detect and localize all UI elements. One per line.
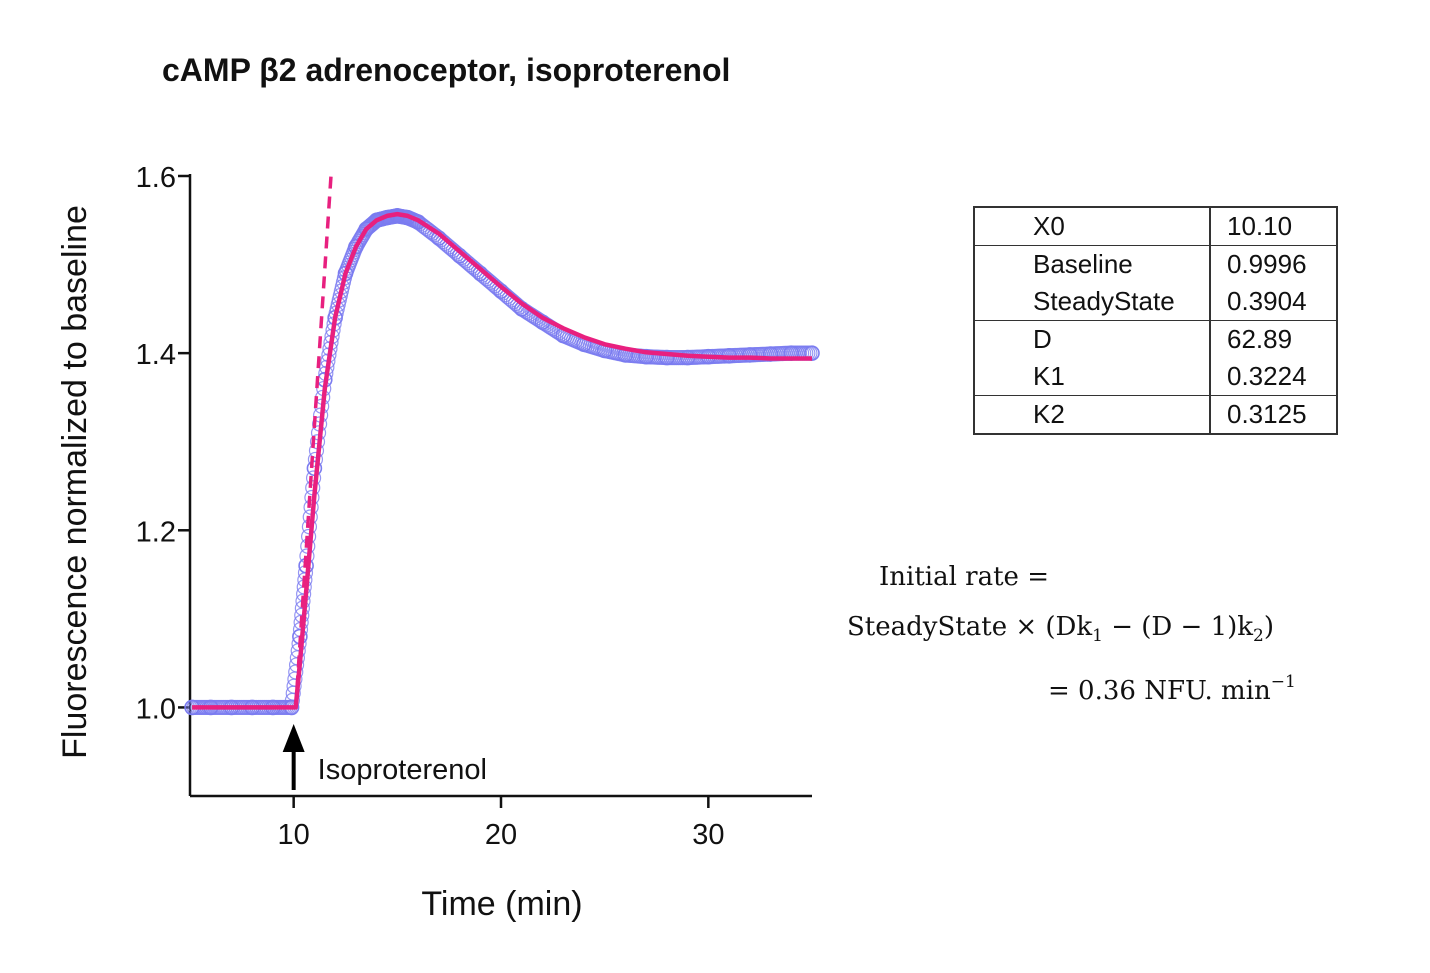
parameter-value: 0.9996 <box>1210 245 1337 283</box>
chart-title: cAMP β2 adrenoceptor, isoproterenol <box>162 52 731 88</box>
initial-rate-line <box>293 175 333 708</box>
equation-text: SteadyState × (Dk <box>847 612 1093 642</box>
x-tick-label: 10 <box>278 819 310 851</box>
parameter-value: 0.3224 <box>1227 361 1307 391</box>
parameter-row: X0 10.10 <box>974 207 1337 246</box>
y-axis-label: Fluorescence normalized to baseline <box>56 205 94 759</box>
parameter-name: Baseline <box>974 245 1211 283</box>
equation-text: = 0.36 NFU. min <box>1048 676 1271 706</box>
x-axis-label: Time (min) <box>421 885 582 923</box>
annotation-group: Isoproterenol <box>282 724 487 790</box>
parameter-value: 0.3125 <box>1210 395 1337 434</box>
equation-superscript: −1 <box>1270 672 1296 692</box>
parameter-row: K1 0.3224 <box>974 358 1337 396</box>
parameter-name: K1 <box>974 358 1211 396</box>
parameter-name: SteadyState <box>974 283 1211 321</box>
equation-text: − (D − 1)k <box>1102 612 1254 642</box>
x-tick-label: 20 <box>485 819 517 851</box>
parameter-row: SteadyState 0.3904 <box>974 283 1337 321</box>
equation-line-2: SteadyState × (Dk1 − (D − 1)k2) <box>847 612 1274 646</box>
parameter-name: X0 <box>974 207 1211 246</box>
annotation-label: Isoproterenol <box>318 754 487 786</box>
parameter-row: K2 0.3125 <box>974 395 1337 434</box>
y-tick-label: 1.2 <box>136 516 176 548</box>
fit-lines-group <box>192 175 812 710</box>
parameter-name: D <box>974 320 1211 358</box>
parameter-row: Baseline 0.9996 <box>974 245 1337 283</box>
equation-line-3: = 0.36 NFU. min−1 <box>1048 672 1296 706</box>
parameter-value: 62.89 <box>1210 320 1337 358</box>
x-tick-label: 30 <box>692 819 724 851</box>
equation-subscript: 2 <box>1253 626 1264 646</box>
equation-text: Initial rate = <box>879 562 1049 592</box>
parameter-name: K2 <box>974 395 1211 434</box>
equation-text: ) <box>1263 612 1275 642</box>
equation-subscript: 1 <box>1092 626 1103 646</box>
equation-line-1: Initial rate = <box>879 562 1049 592</box>
y-tick-label: 1.4 <box>136 339 176 371</box>
axes-group: 1.0 1.2 1.4 1.6 10 20 30 <box>136 162 812 851</box>
parameter-value: 10.10 <box>1227 211 1293 241</box>
chart-plot: 1.0 1.2 1.4 1.6 10 20 30 Isoproterenol Time (m… <box>56 162 820 923</box>
fit-curve <box>192 211 812 710</box>
y-tick-label: 1.0 <box>136 693 176 725</box>
parameter-value: 0.3904 <box>1227 286 1307 316</box>
up-arrow-icon <box>282 724 305 752</box>
fit-parameters-table: X0 10.10 Baseline 0.9996 SteadyState 0.3904 D 6… <box>973 206 1338 435</box>
parameter-row: D 62.89 <box>974 320 1337 358</box>
y-tick-label: 1.6 <box>136 162 176 194</box>
